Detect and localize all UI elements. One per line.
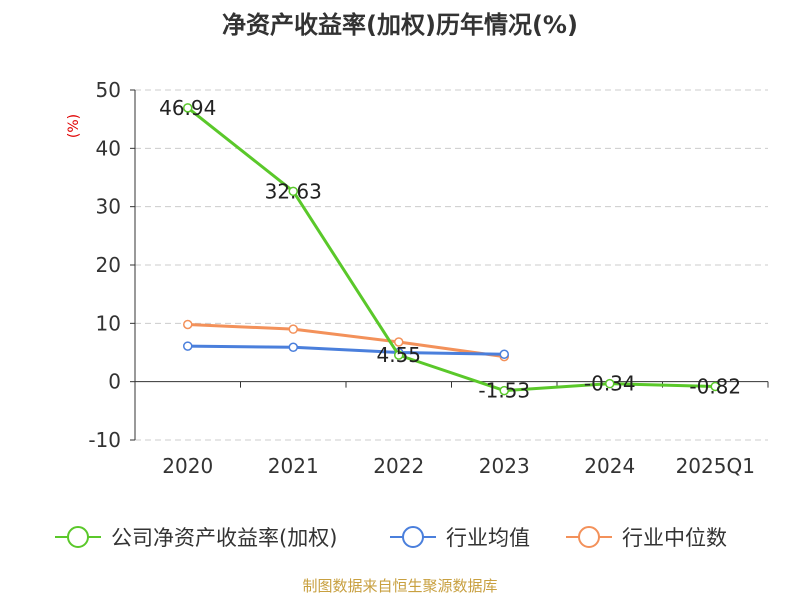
legend-marker — [578, 526, 600, 548]
legend-label: 行业中位数 — [622, 526, 727, 550]
data-point — [183, 103, 193, 113]
data-point — [499, 349, 509, 359]
series-line — [187, 323, 505, 359]
data-label: -1.53 — [478, 379, 530, 403]
x-tick-label: 2025Q1 — [676, 454, 755, 478]
axes: 50 40 30 20 10 0 -10 2020 2021 2022 2023 2024 2025Q1 — [88, 78, 769, 478]
legend-marker — [402, 526, 424, 548]
data-point — [499, 385, 509, 396]
data-label: 32.63 — [265, 179, 322, 203]
x-tick-label: 2020 — [162, 454, 213, 478]
series-line — [187, 344, 505, 356]
x-tick-label: 2024 — [584, 454, 635, 478]
data-label: 4.55 — [376, 343, 421, 367]
legend: 公司净资产收益率(加权) 行业均值 行业中位数 — [55, 526, 727, 550]
legend-label: 行业均值 — [446, 526, 530, 550]
y-axis-unit: (%) — [66, 114, 82, 138]
data-labels: 46.94 32.63 4.55 -1.53 -0.34 -0.82 — [159, 96, 741, 403]
y-tick-label: 10 — [96, 311, 121, 335]
data-label: 46.94 — [159, 96, 216, 120]
series-line — [186, 106, 716, 393]
data-point — [288, 324, 298, 334]
y-tick-label: 40 — [96, 136, 121, 160]
y-tick-label: 0 — [108, 370, 121, 394]
data-point — [710, 381, 720, 392]
chart-title: 净资产收益率(加权)历年情况(%) — [222, 11, 578, 39]
data-point — [394, 350, 404, 360]
x-tick-label: 2023 — [479, 454, 530, 478]
y-tick-label: -10 — [88, 428, 121, 452]
data-point — [288, 342, 298, 352]
data-point — [288, 186, 298, 197]
data-point — [394, 337, 404, 347]
source-note: 制图数据来自恒生聚源数据库 — [302, 577, 497, 595]
x-tick-label: 2022 — [373, 454, 424, 478]
series-lines — [183, 103, 720, 396]
y-tick-label: 50 — [96, 78, 121, 102]
legend-label: 公司净资产收益率(加权) — [111, 526, 337, 550]
data-label: -0.34 — [584, 372, 636, 396]
y-tick-label: 20 — [96, 253, 121, 277]
data-point — [183, 319, 193, 330]
data-label: -0.82 — [689, 374, 741, 398]
data-point — [183, 341, 193, 351]
legend-marker — [67, 526, 89, 548]
data-point — [605, 378, 615, 389]
y-tick-label: 30 — [96, 195, 121, 219]
x-tick-label: 2021 — [268, 454, 319, 478]
